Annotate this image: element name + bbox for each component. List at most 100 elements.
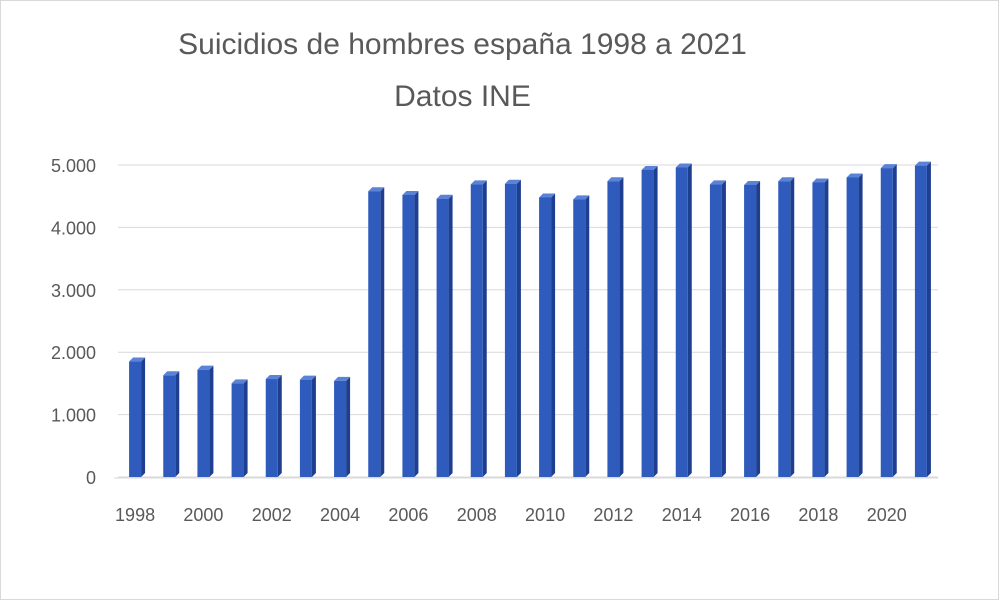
bar-side	[346, 376, 351, 477]
bar-side	[448, 194, 453, 478]
bar-2010	[539, 193, 556, 477]
bar-front	[573, 199, 586, 477]
y-tick-label: 5.000	[51, 156, 96, 176]
bar-front	[402, 194, 415, 477]
bar-2007	[436, 194, 453, 478]
bar-side	[653, 165, 658, 477]
bar-side	[687, 163, 692, 477]
bar-front	[197, 369, 210, 477]
bar-side	[243, 379, 248, 477]
bar-top	[436, 194, 453, 199]
bar-top	[129, 357, 146, 362]
bar-side	[858, 173, 863, 478]
x-tick-label: 2008	[457, 505, 497, 525]
x-tick-label: 2014	[662, 505, 702, 525]
bar-side	[926, 161, 931, 477]
bar-top	[607, 177, 624, 182]
bar-2000	[197, 365, 214, 477]
bar-2002	[265, 375, 282, 477]
bar-side	[175, 371, 180, 477]
bar-front	[778, 181, 791, 477]
bars	[129, 161, 931, 478]
bar-top	[470, 180, 487, 185]
bar-top	[846, 173, 863, 178]
bar-side	[482, 180, 487, 477]
bar-side	[209, 365, 214, 477]
bar-2021	[914, 161, 931, 477]
bar-2017	[778, 177, 795, 477]
y-tick-label: 0	[86, 468, 96, 488]
bar-2004	[334, 376, 351, 477]
bar-front	[368, 191, 381, 477]
bar-front	[709, 184, 722, 477]
bar-top	[231, 379, 248, 384]
bar-2003	[299, 375, 316, 477]
bar-top	[402, 190, 419, 195]
bar-2006	[402, 190, 419, 477]
bar-2009	[504, 179, 521, 477]
bar-front	[641, 169, 654, 477]
y-tick-label: 3.000	[51, 281, 96, 301]
bar-top	[573, 195, 590, 200]
bar-2014	[675, 163, 692, 477]
bar-1999	[163, 371, 180, 477]
bar-side	[756, 180, 761, 477]
y-axis-ticks: 0 1.000 2.000 3.000 4.000 5.000	[51, 156, 96, 488]
x-tick-label: 2020	[867, 505, 907, 525]
bar-side	[585, 195, 590, 477]
bar-2018	[812, 178, 829, 478]
bar-front	[129, 361, 142, 477]
y-tick-label: 2.000	[51, 343, 96, 363]
bar-front	[504, 183, 517, 477]
bar-2013	[641, 165, 658, 477]
chart-title: Suicidios de hombres españa 1998 a 2021	[178, 28, 747, 61]
bar-side	[380, 187, 385, 477]
bar-top	[709, 180, 726, 185]
x-axis-ticks: 1998 2000 2002 2004 2006 2008 2010 2012 2014 2016…	[115, 505, 907, 525]
bar-top	[778, 177, 795, 182]
bar-front	[607, 181, 620, 477]
bar-top	[744, 180, 761, 185]
bar-side	[824, 178, 829, 478]
x-tick-label: 2002	[252, 505, 292, 525]
bar-front	[539, 197, 552, 477]
x-tick-label: 1998	[115, 505, 155, 525]
bar-side	[790, 177, 795, 477]
bar-2016	[744, 180, 761, 477]
bar-top	[539, 193, 556, 198]
bar-2001	[231, 379, 248, 477]
bar-front	[436, 198, 449, 478]
bar-side	[277, 375, 282, 477]
bar-top	[675, 163, 692, 168]
bar-front	[744, 184, 757, 477]
bar-top	[641, 165, 658, 170]
bar-side	[516, 179, 521, 477]
bar-2020	[880, 164, 897, 477]
bar-top	[880, 164, 897, 169]
bar-front	[880, 168, 893, 477]
bar-front	[299, 379, 312, 477]
bar-side	[551, 193, 556, 477]
x-tick-label: 2006	[388, 505, 428, 525]
bar-front	[846, 177, 859, 478]
bar-top	[914, 161, 931, 166]
bar-2005	[368, 187, 385, 477]
bar-top	[163, 371, 180, 376]
bar-2012	[607, 177, 624, 477]
y-tick-label: 4.000	[51, 218, 96, 238]
bar-front	[265, 379, 278, 477]
y-tick-label: 1.000	[51, 406, 96, 426]
bar-front	[334, 380, 347, 477]
grid-lines	[114, 164, 938, 479]
bar-front	[231, 383, 244, 477]
x-tick-label: 2000	[183, 505, 223, 525]
bar-2015	[709, 180, 726, 477]
bar-side	[141, 357, 146, 477]
x-tick-label: 2018	[798, 505, 838, 525]
bar-2019	[846, 173, 863, 478]
bar-front	[914, 165, 927, 477]
bar-front	[163, 375, 176, 477]
bar-top	[197, 365, 214, 370]
bar-side	[414, 190, 419, 477]
